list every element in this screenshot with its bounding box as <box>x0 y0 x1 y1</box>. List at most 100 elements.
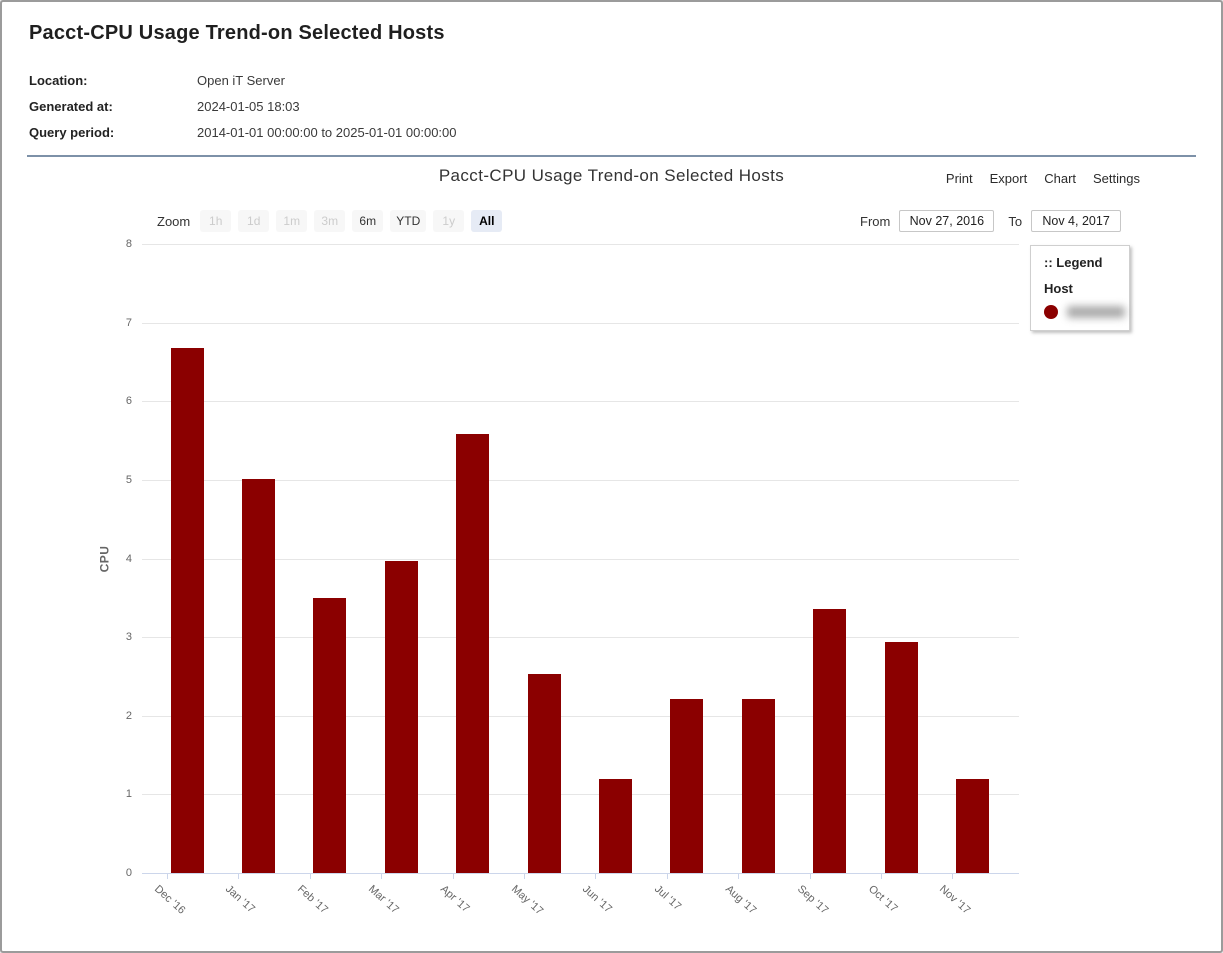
chart-title: Pacct-CPU Usage Trend-on Selected Hosts <box>438 166 785 185</box>
meta-row: Location: Open iT Server <box>29 67 1196 93</box>
bar-may-17[interactable] <box>527 674 561 873</box>
x-axis-tick-label: Jun '17 <box>580 883 615 916</box>
x-axis-tick <box>309 873 311 879</box>
chart-menu: Print Export Chart Settings <box>946 171 1140 186</box>
meta-row: Generated at: 2024-01-05 18:03 <box>29 93 1196 119</box>
y-axis-tick-label: 0 <box>125 867 132 879</box>
gridline-y-8 <box>142 244 1019 245</box>
x-axis-tick-label: May '17 <box>508 883 546 918</box>
y-axis-tick-label: 6 <box>125 395 132 408</box>
gridline-y-5 <box>142 479 1019 481</box>
report-header: Pacct-CPU Usage Trend-on Selected Hosts … <box>2 2 1221 145</box>
meta-row: Query period: 2014-01-01 00:00:00 to 2025… <box>29 119 1196 145</box>
x-axis-tick-label: Jan '17 <box>223 883 258 916</box>
y-axis-tick-label: 8 <box>125 238 132 250</box>
range-button-ytd[interactable]: YTD <box>390 210 427 232</box>
bar-jul-17[interactable] <box>670 699 704 873</box>
meta-value: Open iT Server <box>197 72 285 88</box>
x-axis-tick-label: Apr '17 <box>437 883 472 916</box>
bar-nov-17[interactable] <box>955 778 989 873</box>
bar-oct-17[interactable] <box>884 641 918 873</box>
bar-feb-17[interactable] <box>313 597 347 873</box>
bar-mar-17[interactable] <box>384 560 418 873</box>
from-label: From <box>860 213 891 229</box>
x-axis-tick-label: Dec '16 <box>151 883 188 917</box>
range-button-3m: 3m <box>314 210 346 232</box>
gridline-y-2 <box>142 715 1019 717</box>
legend-box[interactable]: :: Legend Host <box>1030 245 1130 331</box>
x-axis-tick <box>881 873 882 879</box>
meta-value: 2024-01-05 18:03 <box>197 98 300 114</box>
meta-label: Generated at: <box>29 98 113 114</box>
x-axis-tick-label: Mar '17 <box>366 883 402 917</box>
legend-group-label: Host <box>1044 281 1073 296</box>
x-axis-line <box>142 873 1019 874</box>
menu-item-settings[interactable]: Settings <box>1093 171 1140 186</box>
bar-sep-17[interactable] <box>813 608 847 873</box>
y-axis-tick-label: 7 <box>125 316 132 329</box>
legend-marker-icon <box>1044 305 1058 319</box>
range-button-all[interactable]: All <box>471 210 503 232</box>
meta-label: Location: <box>29 72 88 88</box>
menu-item-print[interactable]: Print <box>945 171 973 186</box>
y-axis-tick-label: 1 <box>125 788 132 801</box>
x-axis-tick <box>167 873 168 879</box>
gridline-y-1 <box>142 794 1019 796</box>
gridline-y-4 <box>142 558 1019 560</box>
y-axis-tick-label: 5 <box>125 473 132 486</box>
x-axis-tick <box>952 873 954 879</box>
y-axis-tick-label: 2 <box>125 709 132 722</box>
y-axis-title: CPU <box>97 545 112 573</box>
bar-dec-16[interactable] <box>170 347 204 873</box>
range-button-1d: 1d <box>238 210 270 232</box>
x-axis-tick-label: Aug '17 <box>723 883 759 917</box>
header-divider <box>27 155 1196 157</box>
zoom-label: Zoom <box>157 213 191 229</box>
bar-jun-17[interactable] <box>598 779 632 873</box>
range-button-1y: 1y <box>433 210 465 232</box>
x-axis-tick-label: Oct '17 <box>865 883 900 916</box>
gridline-y-7 <box>142 322 1019 324</box>
y-axis-tick-label: 4 <box>125 552 132 565</box>
menu-item-chart[interactable]: Chart <box>1044 171 1077 186</box>
plot-area <box>142 244 1019 879</box>
x-axis-tick-label: Feb '17 <box>294 883 330 917</box>
range-button-6m[interactable]: 6m <box>352 210 384 232</box>
legend-host-name-redacted <box>1067 306 1125 318</box>
to-date-input[interactable] <box>1031 210 1122 232</box>
to-label: To <box>1008 213 1023 229</box>
x-axis-tick <box>595 873 597 879</box>
date-range-group: From To <box>860 210 1122 232</box>
bar-jan-17[interactable] <box>241 479 275 873</box>
legend-item-host[interactable] <box>1044 305 1129 319</box>
x-axis-tick <box>381 873 383 879</box>
x-axis-tick <box>666 873 668 879</box>
menu-item-export[interactable]: Export <box>989 171 1028 186</box>
x-axis-tick <box>809 873 811 879</box>
range-button-1m: 1m <box>276 210 308 232</box>
y-axis-tick-label: 3 <box>125 631 132 644</box>
zoom-button-group: Zoom 1h 1d 1m 3m 6m YTD 1y All <box>157 210 503 232</box>
page-title: Pacct-CPU Usage Trend-on Selected Hosts <box>29 22 445 44</box>
legend-drag-handle[interactable]: :: Legend <box>1044 255 1103 270</box>
x-axis-tick <box>524 873 525 879</box>
x-axis-tick-label: Sep '17 <box>794 883 831 917</box>
x-axis-tick-label: Jul '17 <box>651 883 684 913</box>
range-button-1h: 1h <box>200 210 232 232</box>
bar-apr-17[interactable] <box>456 434 490 873</box>
x-axis-tick <box>738 873 740 879</box>
report-meta: Location: Open iT Server Generated at: 2024… <box>29 67 1196 145</box>
gridline-y-6 <box>142 401 1019 403</box>
bar-aug-17[interactable] <box>741 699 775 873</box>
x-axis-tick-label: Nov '17 <box>937 883 973 917</box>
from-date-input[interactable] <box>899 210 995 232</box>
gridline-y-3 <box>142 637 1019 639</box>
x-axis-tick <box>238 873 240 879</box>
x-axis-tick <box>452 873 454 879</box>
meta-value: 2014-01-01 00:00:00 to 2025-01-01 00:00:… <box>197 124 457 140</box>
zoom-buttons: 1h 1d 1m 3m 6m YTD 1y All <box>200 210 503 232</box>
chart-canvas: Pacct-CPU Usage Trend-on Selected Hosts … <box>27 157 1196 947</box>
meta-label: Query period: <box>29 124 115 140</box>
range-selector-toolbar: Zoom 1h 1d 1m 3m 6m YTD 1y All From To <box>27 210 1196 234</box>
